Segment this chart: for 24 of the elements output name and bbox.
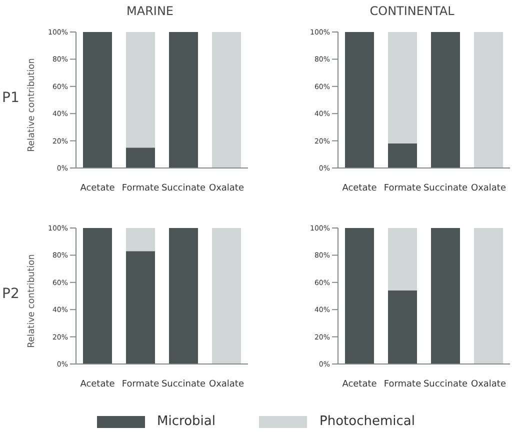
chart-title: CONTINENTAL — [368, 4, 456, 18]
x-tick-label: Oxalate — [470, 183, 506, 194]
text: P2 — [2, 286, 20, 302]
legend-label: Photochemical — [319, 414, 415, 429]
chart-title: MARINE — [126, 4, 174, 18]
x-tick-label: Acetate — [342, 379, 378, 390]
x-tick-label: Acetate — [80, 183, 116, 194]
x-tick-label: Formate — [384, 379, 422, 390]
x-tick-label: Formate — [122, 183, 160, 194]
legend-label: Microbial — [157, 414, 216, 429]
x-tick-label: Succinate — [161, 183, 206, 194]
x-tick-label: Succinate — [423, 379, 468, 390]
x-tick-label: Succinate — [161, 379, 206, 390]
x-tick-label: Oxalate — [208, 183, 244, 194]
y-axis-title: Relative contribution — [27, 58, 37, 152]
x-tick-label: Acetate — [80, 379, 116, 390]
x-tick-label: Oxalate — [208, 379, 244, 390]
x-tick-label: Formate — [122, 379, 160, 390]
x-tick-label: Formate — [384, 183, 422, 194]
text: P1 — [2, 90, 20, 106]
x-tick-label: Succinate — [423, 183, 468, 194]
y-axis-title: Relative contribution — [27, 254, 37, 348]
x-tick-label: Oxalate — [470, 379, 506, 390]
x-tick-label: Acetate — [342, 183, 378, 194]
